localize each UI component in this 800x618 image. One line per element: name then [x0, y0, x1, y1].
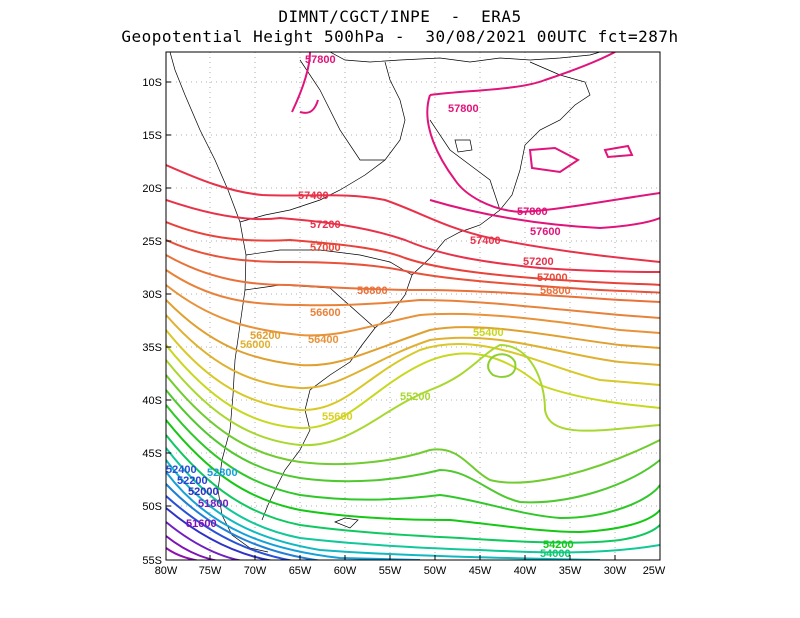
- contour-label: 57000: [310, 242, 341, 254]
- contour-label: 52800: [207, 467, 238, 479]
- lat-tick-label: 55S: [142, 555, 162, 567]
- lon-tick-label: 40W: [514, 565, 537, 577]
- contour-label: 51600: [186, 518, 217, 530]
- contour-label: 56800: [540, 285, 571, 297]
- contour-label: 56400: [308, 334, 339, 346]
- contour-label: 54000: [540, 548, 571, 560]
- contour-labels: 57800 57800 57800 57600 57400 57400 5720…: [166, 54, 574, 560]
- lon-tick-label: 75W: [199, 565, 222, 577]
- map-frame: [165, 51, 661, 561]
- contour-label: 57200: [310, 219, 341, 231]
- contour-label: 57200: [523, 256, 554, 268]
- contour-label: 55400: [473, 327, 504, 339]
- lon-tick-label: 25W: [643, 565, 666, 577]
- contour-label: 56600: [310, 307, 341, 319]
- contour-label: 51800: [198, 498, 229, 510]
- lon-tick-label: 55W: [379, 565, 402, 577]
- lon-tick-label: 30W: [604, 565, 627, 577]
- lat-tick-labels: 10S 15S 20S 25S 30S 35S 40S 45S 50S 55S: [142, 77, 162, 567]
- contour-label: 57800: [305, 54, 336, 66]
- lat-tick-label: 30S: [142, 289, 162, 301]
- lat-axis: [166, 81, 171, 507]
- lon-tick-label: 65W: [289, 565, 312, 577]
- lat-tick-label: 35S: [142, 342, 162, 354]
- lon-axis: [209, 555, 616, 560]
- contour-label: 54200: [543, 539, 574, 551]
- contour-label: 56800: [357, 285, 388, 297]
- contour-label: 52200: [177, 475, 208, 487]
- contour-label: 57400: [470, 235, 501, 247]
- lon-tick-label: 35W: [559, 565, 582, 577]
- lon-tick-label: 50W: [424, 565, 447, 577]
- lat-tick-label: 45S: [142, 448, 162, 460]
- title-line-2: Geopotential Height 500hPa - 30/08/2021 …: [121, 27, 679, 46]
- graticule: [166, 52, 660, 560]
- contour-label: 57800: [448, 103, 479, 115]
- contour-label: 52400: [166, 464, 197, 476]
- contour-label: 57600: [530, 226, 561, 238]
- contour-label: 57400: [298, 190, 329, 202]
- contour-label: 56200: [250, 330, 281, 342]
- lat-tick-label: 25S: [142, 236, 162, 248]
- contour-label: 56000: [240, 339, 271, 351]
- lon-tick-label: 70W: [244, 565, 267, 577]
- contour-label: 52000: [188, 486, 219, 498]
- lat-tick-label: 20S: [142, 183, 162, 195]
- lat-tick-label: 10S: [142, 77, 162, 89]
- lon-tick-label: 60W: [334, 565, 357, 577]
- lon-tick-label: 80W: [155, 565, 178, 577]
- contour-label: 55200: [400, 391, 431, 403]
- contour-label: 55600: [322, 411, 353, 423]
- contour-label: 57000: [537, 272, 568, 284]
- lat-tick-label: 15S: [142, 130, 162, 142]
- lon-tick-label: 45W: [469, 565, 492, 577]
- contours: [166, 52, 660, 560]
- lat-tick-label: 40S: [142, 395, 162, 407]
- lon-tick-labels: 80W 75W 70W 65W 60W 55W 50W 45W 40W 35W …: [155, 565, 666, 577]
- contour-label: 57800: [517, 206, 548, 218]
- title-line-1: DIMNT/CGCT/INPE - ERA5: [278, 7, 522, 26]
- lat-tick-label: 50S: [142, 501, 162, 513]
